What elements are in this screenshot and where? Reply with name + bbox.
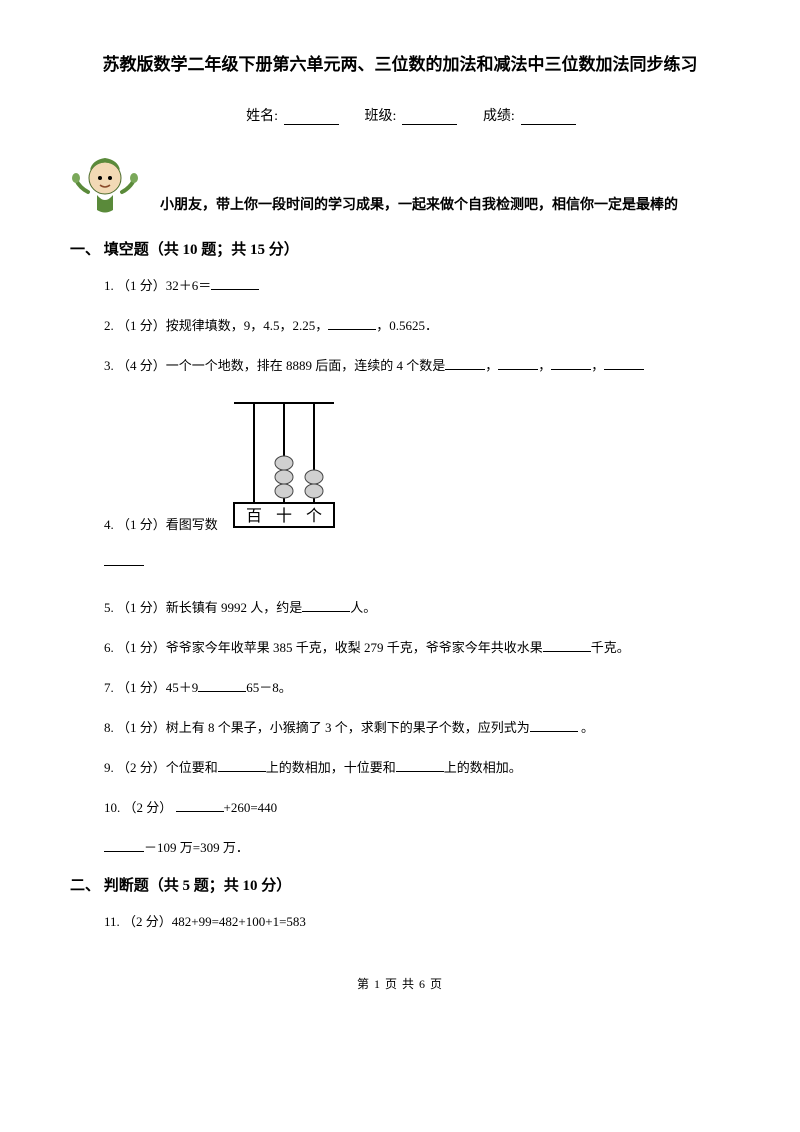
q10-blank-1[interactable] <box>176 799 224 812</box>
section-2-head: 二、 判断题（共 5 题；共 10 分） <box>70 874 730 895</box>
question-3: 3. （4 分）一个一个地数，排在 8889 后面，连续的 4 个数是，，， <box>104 353 730 379</box>
score-label: 成绩: <box>483 109 515 124</box>
question-9: 9. （2 分）个位要和上的数相加，十位要和上的数相加。 <box>104 755 730 781</box>
q3-blank-2[interactable] <box>498 357 538 370</box>
q3-blank-4[interactable] <box>604 357 644 370</box>
class-label: 班级: <box>365 109 397 124</box>
question-10a: 10. （2 分） +260=440 <box>104 795 730 821</box>
q10-blank-2[interactable] <box>104 839 144 852</box>
page-footer: 第 1 页 共 6 页 <box>70 975 730 992</box>
question-2: 2. （1 分）按规律填数，9，4.5，2.25，，0.5625． <box>104 313 730 339</box>
name-blank[interactable] <box>284 110 339 125</box>
question-11: 11. （2 分）482+99=482+100+1=583 <box>104 909 730 935</box>
intro-text: 小朋友，带上你一段时间的学习成果，一起来做个自我检测吧，相信你一定是最棒的 <box>160 192 678 220</box>
q9-blank-2[interactable] <box>396 759 444 772</box>
abacus-image: 百 十 个 <box>224 393 344 533</box>
question-6: 6. （1 分）爷爷家今年收苹果 385 千克，收梨 279 千克，爷爷家今年共… <box>104 635 730 661</box>
info-line: 姓名: 班级: 成绩: <box>70 105 730 125</box>
q6-blank[interactable] <box>543 639 591 652</box>
q9-blank-1[interactable] <box>218 759 266 772</box>
q4-blank[interactable] <box>104 553 144 566</box>
svg-text:十: 十 <box>276 507 292 525</box>
question-10b: －109 万=309 万． <box>104 837 730 856</box>
score-blank[interactable] <box>521 110 576 125</box>
q8-blank[interactable] <box>530 719 578 732</box>
q2-blank[interactable] <box>328 317 376 330</box>
svg-text:百: 百 <box>246 508 262 525</box>
q7-blank[interactable] <box>198 679 246 692</box>
section-1-head: 一、 填空题（共 10 题；共 15 分） <box>70 238 730 259</box>
question-1: 1. （1 分）32＋6＝ <box>104 273 730 299</box>
question-8: 8. （1 分）树上有 8 个果子，小猴摘了 3 个，求剩下的果子个数，应列式为… <box>104 715 730 741</box>
question-7: 7. （1 分）45＋965－8。 <box>104 675 730 701</box>
name-label: 姓名: <box>246 109 278 124</box>
page-title: 苏教版数学二年级下册第六单元两、三位数的加法和减法中三位数加法同步练习 <box>70 50 730 75</box>
q3-blank-1[interactable] <box>445 357 485 370</box>
q1-blank[interactable] <box>211 277 259 290</box>
q3-blank-3[interactable] <box>551 357 591 370</box>
svg-text:个: 个 <box>306 507 322 525</box>
class-blank[interactable] <box>402 110 457 125</box>
q5-blank[interactable] <box>302 599 350 612</box>
question-5: 5. （1 分）新长镇有 9992 人，约是人。 <box>104 595 730 621</box>
question-4: 4. （1 分）看图写数 百 十 个 <box>104 393 730 533</box>
mascot-icon <box>70 150 140 220</box>
